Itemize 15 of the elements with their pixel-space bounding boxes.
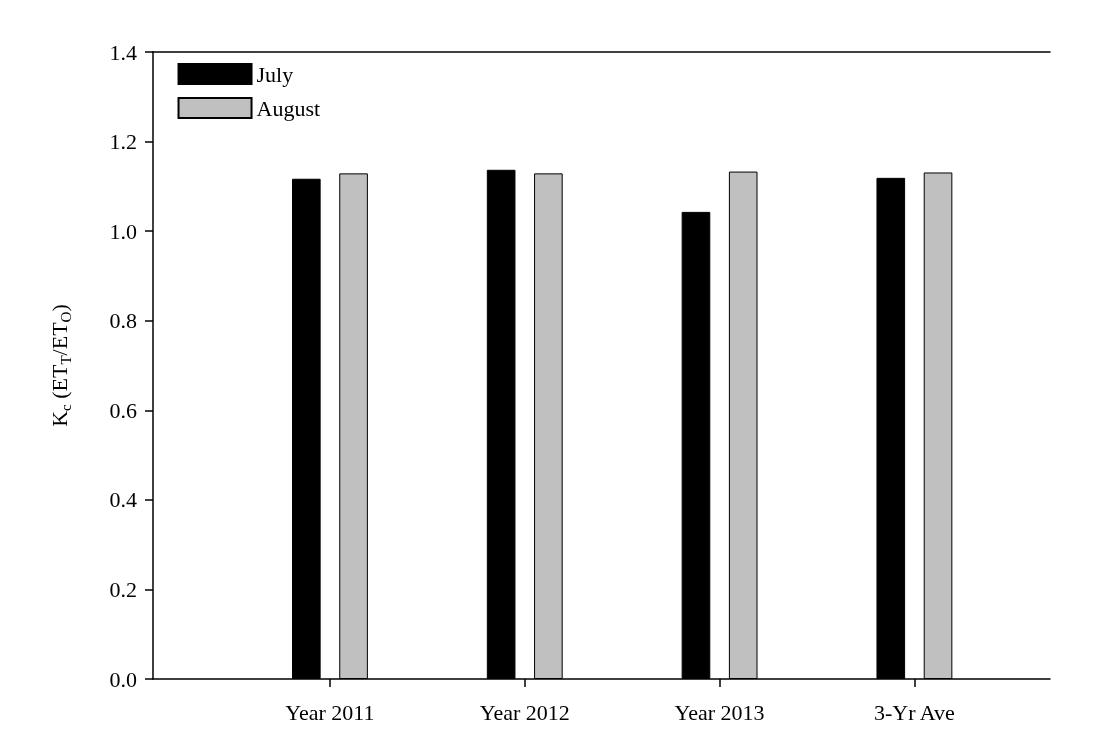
x-tick-label: Year 2012	[479, 699, 570, 725]
y-tick-label: 0.4	[109, 487, 137, 513]
y-tick-label: 0.0	[109, 666, 137, 692]
x-tick-label: Year 2011	[285, 699, 375, 725]
y-tick-label: 0.2	[109, 576, 137, 602]
x-tick-label: 3-Yr Ave	[873, 699, 955, 725]
y-tick-label: 1.2	[109, 129, 137, 155]
y-axis-title: Kc (ETT/ETO)	[47, 304, 74, 427]
y-tick-label: 1.0	[109, 218, 137, 244]
legend-label: August	[256, 95, 321, 121]
legend-label: July	[256, 61, 294, 87]
y-tick-label: 0.6	[109, 397, 137, 423]
y-tick-label: 1.4	[109, 39, 137, 65]
y-tick-label: 0.8	[109, 308, 137, 334]
x-tick-label: Year 2013	[674, 699, 765, 725]
